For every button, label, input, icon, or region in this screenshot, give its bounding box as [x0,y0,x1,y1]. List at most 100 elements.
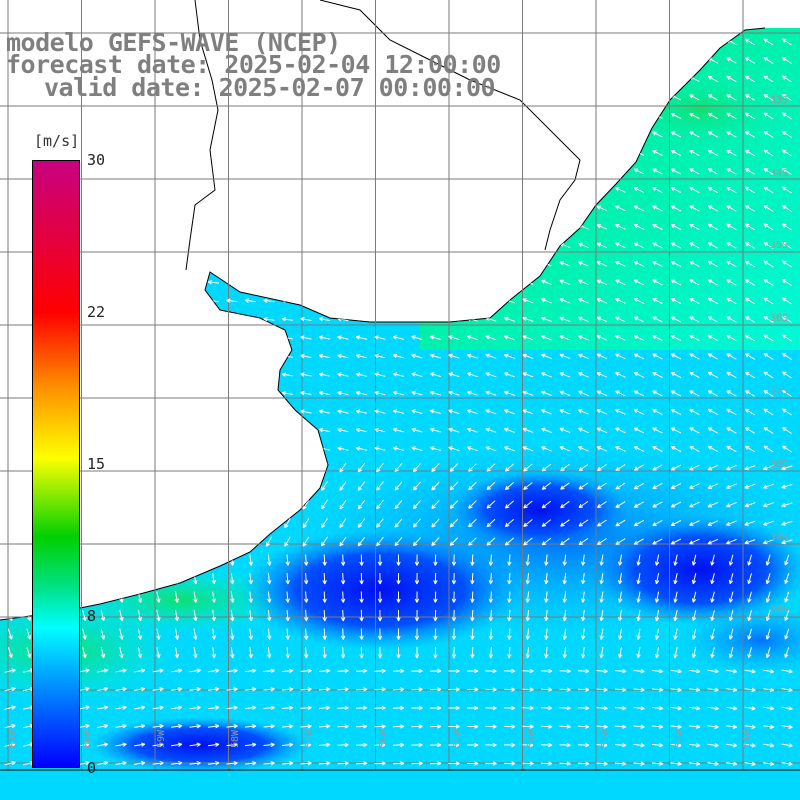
wind-arrow [81,535,86,548]
wind-arrow [728,573,734,585]
wind-arrow [82,610,87,622]
wind-arrow [652,279,663,286]
wind-arrow [615,519,626,527]
wind-arrow [4,335,16,341]
wind-arrow [744,168,755,175]
wind-arrow [726,131,737,138]
wind-arrow [560,463,570,472]
wind-arrow [133,335,146,341]
wind-arrow [615,57,626,64]
wind-arrow [134,761,146,766]
wind-arrow [503,409,515,415]
wind-arrow [355,427,368,433]
wind-arrow [433,591,438,603]
wind-arrow [170,132,183,137]
wind-arrow [596,261,608,267]
wind-arrow [281,261,293,266]
wind-arrow [691,573,697,585]
wind-arrow [503,168,515,174]
lon-label: 51W [742,729,753,748]
wind-arrow [265,517,273,529]
wind-arrow [633,94,645,101]
wind-arrow [448,131,460,137]
wind-arrow [578,76,589,82]
wind-arrow [411,39,423,44]
wind-arrow [321,536,328,547]
wind-arrow [451,554,457,566]
wind-arrow [230,628,235,640]
wind-arrow [318,390,330,396]
wind-arrow [744,427,755,434]
wind-arrow [244,761,257,766]
wind-arrow [522,242,534,248]
wind-arrow [596,187,608,193]
wind-arrow [189,280,201,285]
wind-arrow [156,610,161,622]
wind-arrow [355,353,368,359]
wind-arrow [429,242,441,248]
wind-arrow [596,242,608,249]
wind-arrow [707,297,719,305]
wind-arrow [4,132,16,137]
wind-arrow [78,280,90,285]
wind-arrow [26,628,32,640]
wind-arrow [189,391,201,396]
wind-arrow [152,354,164,359]
wind-arrow [359,609,364,622]
wind-arrow [78,372,90,378]
wind-arrow [392,242,404,248]
wind-arrow [115,742,127,747]
wind-arrow [763,112,774,120]
wind-arrow [541,94,552,100]
wind-arrow [115,224,127,230]
wind-arrow [244,354,256,359]
wind-arrow [374,335,386,340]
wind-arrow [376,481,384,491]
wind-arrow [726,445,737,453]
wind-arrow [507,572,512,585]
wind-arrow [281,391,293,396]
wind-arrow [337,242,349,248]
wind-arrow [689,205,700,212]
wind-arrow [226,687,238,692]
wind-arrow [448,335,460,341]
wind-arrow [377,554,383,566]
wind-arrow [652,168,663,175]
wind-arrow [374,113,386,118]
wind-arrow [763,131,774,138]
wind-arrow [670,706,682,711]
wind-arrow [374,150,386,155]
wind-arrow [26,517,31,529]
wind-arrow [448,372,460,378]
wind-arrow [486,463,496,472]
wind-arrow [707,724,719,729]
wind-arrow [652,335,663,341]
wind-arrow [96,243,109,248]
wind-arrow [633,187,645,193]
wind-arrow [339,462,347,473]
wind-arrow [651,724,664,729]
wind-arrow [522,353,534,359]
wind-arrow [340,646,346,659]
wind-arrow [578,150,589,156]
wind-arrow [433,646,438,659]
wind-arrow [615,390,626,397]
wind-arrow [374,409,386,414]
wind-arrow [544,609,549,622]
wind-arrow [303,591,309,603]
wind-arrow [119,609,124,622]
wind-arrow [4,187,16,193]
wind-arrow [468,500,477,509]
wind-arrow [578,131,589,138]
wind-arrow [652,464,663,471]
wind-arrow [522,390,534,396]
wind-arrow [525,628,530,640]
wind-arrow [781,38,792,46]
wind-arrow [318,427,330,433]
wind-arrow [26,591,32,603]
wind-arrow [688,706,701,711]
wind-arrow [411,113,423,118]
wind-arrow [448,205,460,211]
wind-arrow [614,668,627,674]
